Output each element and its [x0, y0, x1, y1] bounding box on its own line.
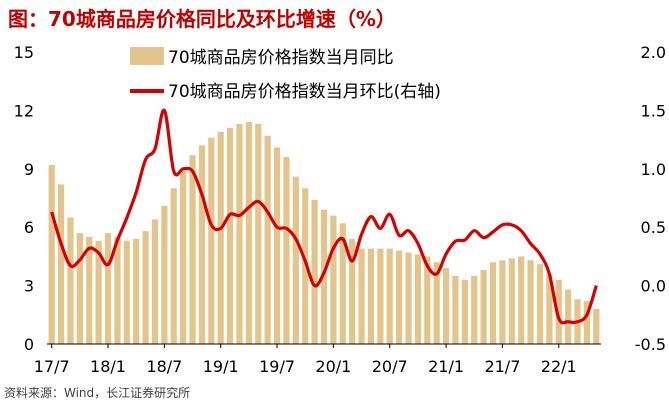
bar [536, 264, 544, 344]
bar [527, 260, 534, 344]
x-tick-label: 19/1 [203, 357, 239, 376]
bar [593, 308, 600, 344]
chart-title: 图：70城商品房价格同比及环比增速（%） [8, 7, 396, 31]
bar [302, 188, 309, 344]
bar [311, 199, 318, 344]
bar [565, 289, 572, 344]
y-left-tick-label: 0 [24, 335, 34, 354]
bar [227, 127, 234, 344]
y-right-tick-label: -0.5 [635, 335, 666, 354]
line-path [50, 108, 598, 325]
bar [208, 137, 215, 344]
bar [48, 164, 55, 344]
bar [320, 209, 328, 344]
y-left-tick-label: 9 [24, 160, 34, 179]
x-tick-label: 18/1 [90, 357, 126, 376]
bar [480, 270, 487, 344]
legend-line-label: 70城商品房价格指数当月环比(右轴) [168, 82, 441, 102]
bar [452, 275, 459, 344]
line-series [50, 108, 598, 325]
y-right-tick-label: 0.0 [641, 277, 666, 296]
bar [489, 262, 497, 344]
bar [76, 233, 83, 344]
x-tick-label: 20/1 [315, 357, 351, 376]
y-axis-left-ticks: 0 3 6 9 12 15 [14, 43, 34, 354]
y-left-tick-label: 6 [24, 218, 34, 237]
bar [471, 275, 478, 344]
bar [396, 250, 403, 344]
bar [104, 233, 112, 344]
bar [377, 248, 384, 344]
bar [442, 268, 450, 344]
bar [283, 157, 290, 344]
bar [518, 256, 525, 344]
y-right-tick-label: 2.0 [641, 43, 666, 62]
bar [405, 252, 412, 344]
bar [255, 124, 262, 344]
x-tick-label: 22/1 [541, 357, 577, 376]
bar [57, 184, 65, 344]
source-note: 资料来源：Wind，长江证券研究所 [4, 386, 191, 400]
bar [151, 219, 159, 344]
y-axis-right-ticks: -0.5 0.0 0.5 1.0 1.5 2.0 [635, 43, 666, 354]
x-tick-label: 21/1 [428, 357, 464, 376]
bar [508, 258, 515, 344]
bar [133, 238, 140, 344]
bar [114, 236, 121, 344]
bar [217, 131, 224, 344]
legend-bar-label: 70城商品房价格指数当月同比 [168, 48, 394, 68]
bar [433, 262, 440, 344]
bar [180, 168, 187, 344]
bar [95, 240, 102, 344]
bar [86, 236, 93, 344]
x-tick-label: 21/7 [484, 357, 520, 376]
x-tick-label: 19/7 [259, 357, 295, 376]
bar [123, 240, 130, 344]
bar-series [48, 122, 600, 344]
x-axis-ticks: 17/7 18/1 18/7 19/1 19/7 20/1 20/7 21/1 21/7 22/1 [34, 344, 577, 376]
bar [386, 248, 393, 344]
y-left-tick-label: 12 [14, 101, 34, 120]
bar [198, 145, 206, 344]
legend: 70城商品房价格指数当月同比 70城商品房价格指数当月环比(右轴) [130, 47, 441, 102]
bar [349, 238, 356, 344]
bar [245, 122, 252, 344]
bar [170, 188, 177, 344]
bar [583, 301, 591, 344]
y-left-tick-label: 3 [24, 277, 34, 296]
bar [555, 279, 562, 344]
bar [292, 176, 299, 344]
bar [367, 248, 375, 344]
x-tick-label: 17/7 [34, 357, 70, 376]
bar [424, 256, 431, 344]
x-tick-label: 20/7 [372, 357, 408, 376]
bar [358, 248, 365, 344]
legend-bar-swatch [130, 47, 164, 65]
bar [189, 155, 196, 344]
bar [546, 273, 553, 344]
bar [273, 147, 281, 344]
y-right-tick-label: 0.5 [641, 218, 666, 237]
y-right-tick-label: 1.5 [641, 101, 666, 120]
bar [67, 217, 74, 344]
bar [264, 135, 271, 344]
bar [499, 260, 506, 344]
bar [330, 215, 337, 344]
bar [142, 231, 149, 344]
x-tick-label: 18/7 [146, 357, 182, 376]
bar [161, 205, 168, 344]
bar [414, 254, 421, 344]
bar [236, 124, 243, 344]
bar [339, 223, 346, 344]
y-left-tick-label: 15 [14, 43, 34, 62]
y-right-tick-label: 1.0 [641, 160, 666, 179]
bar [461, 279, 468, 344]
